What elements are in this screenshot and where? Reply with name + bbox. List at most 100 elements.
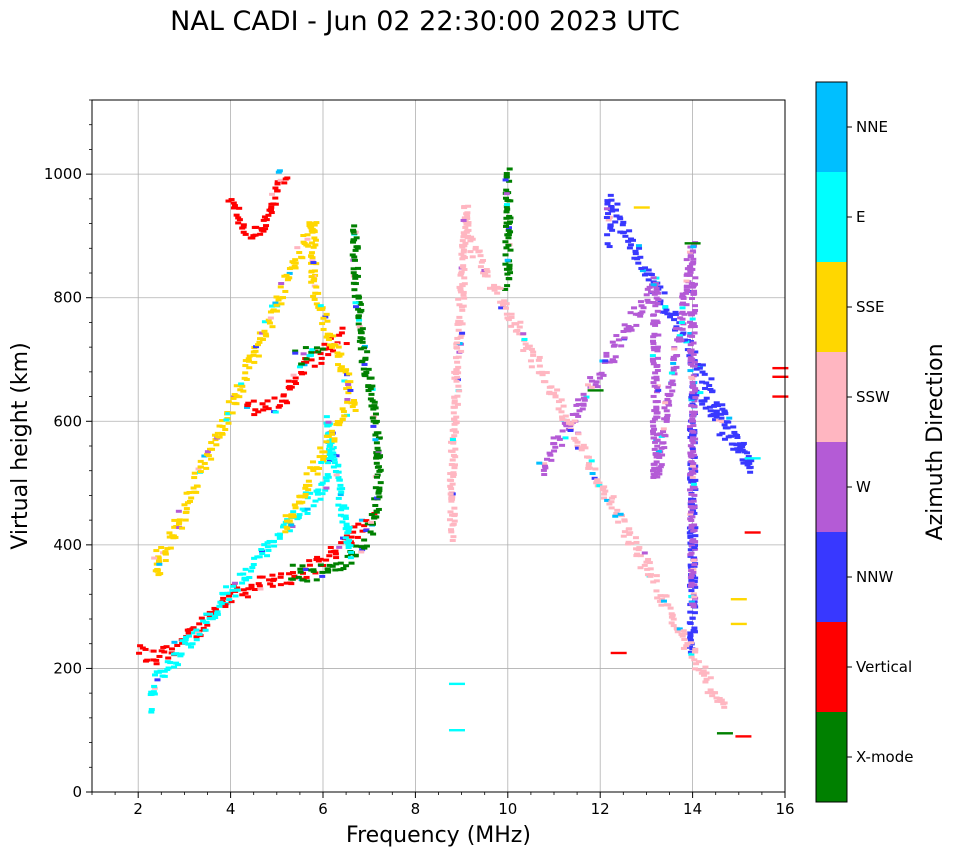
trace-mark-vertical: [271, 396, 278, 400]
trace-mark-vertical: [228, 198, 235, 202]
trace-mark-ssw: [614, 508, 621, 512]
trace-mark-ssw: [501, 299, 508, 303]
trace-mark-e: [151, 692, 158, 696]
trace-mark-ssw: [670, 617, 677, 621]
trace-mark-e: [182, 638, 189, 642]
trace-mark-w: [650, 335, 657, 339]
trace-mark-x-mode: [319, 570, 326, 574]
trace-mark-w: [687, 350, 694, 354]
trace-mark-e: [336, 478, 343, 482]
trace-mark-sse: [275, 298, 282, 302]
trace-mark-ssw: [455, 384, 462, 388]
trace-mark-sse: [352, 408, 359, 412]
trace-mark-nnw: [724, 426, 731, 430]
trace-mark-w: [541, 462, 548, 466]
trace-mark-nnw: [687, 636, 694, 640]
trace-mark-w: [579, 407, 586, 411]
colorbar-swatch-sse: [816, 262, 847, 352]
trace-mark-ssw: [582, 446, 589, 450]
trace-mark-x-mode: [504, 207, 511, 211]
trace-mark-vertical: [291, 380, 298, 384]
trace-mark-sse: [259, 337, 266, 341]
trace-mark-x-mode: [506, 167, 513, 171]
trace-mark-vertical: [326, 554, 333, 558]
trace-mark-sse: [321, 454, 328, 458]
trace-mark-x-mode: [365, 385, 372, 389]
trace-mark-w: [660, 427, 667, 431]
trace-mark-ssw: [601, 496, 608, 500]
trace-mark-e: [226, 598, 233, 602]
trace-mark-ssw: [551, 391, 558, 395]
trace-mark-vertical: [277, 178, 284, 182]
trace-mark-w: [687, 362, 694, 366]
trace-mark-w: [655, 388, 662, 392]
trace-mark-ssw: [459, 322, 466, 326]
trace-mark-ssw: [451, 395, 458, 399]
isolated-mark-vertical: [772, 395, 789, 398]
trace-mark-x-mode: [504, 284, 511, 288]
trace-mark-ssw: [654, 596, 661, 600]
trace-mark-nnw: [746, 458, 753, 462]
trace-mark-w: [650, 283, 657, 287]
trace-mark-ssw: [586, 466, 593, 470]
trace-mark-e: [314, 492, 321, 496]
trace-mark-e: [179, 639, 186, 643]
trace-mark-nnw: [689, 433, 696, 437]
trace-mark-sse: [266, 321, 273, 325]
trace-mark-ssw: [450, 474, 457, 478]
trace-mark-x-mode: [375, 507, 382, 511]
trace-mark-w: [610, 344, 617, 348]
trace-mark-w: [689, 380, 696, 384]
trace-mark-vertical: [318, 356, 325, 360]
trace-mark-nnw: [715, 404, 722, 408]
trace-mark-w: [687, 488, 694, 492]
y-tick-label: 1000: [44, 165, 82, 183]
trace-mark-sse: [239, 384, 246, 388]
trace-mark-sse: [270, 308, 277, 312]
trace-mark-ssw: [530, 353, 537, 357]
trace-mark-ssw: [484, 274, 491, 278]
trace-mark-e: [325, 461, 332, 465]
x-axis: 2 4 6 8 10 12 14 16: [91, 792, 795, 818]
trace-mark-w: [573, 403, 580, 407]
trace-mark-vertical: [363, 519, 370, 523]
trace-mark-ssw: [572, 438, 579, 442]
trace-mark-vertical: [263, 218, 270, 222]
trace-mark-x-mode: [505, 236, 512, 240]
colorbar-frame: [815, 81, 848, 803]
trace-mark-x-mode: [313, 578, 320, 582]
trace-mark-ssw: [617, 512, 624, 516]
y-tick-label: 600: [53, 412, 82, 430]
trace-mark-x-mode: [368, 513, 375, 517]
trace-mark-w: [671, 347, 678, 351]
trace-mark-w: [689, 391, 696, 395]
trace-mark-ssw: [562, 414, 569, 418]
trace-mark-x-mode: [374, 473, 381, 477]
isolated-mark-vertical: [744, 531, 761, 534]
trace-mark-sse: [305, 488, 312, 492]
trace-mark-ssw: [516, 325, 523, 329]
trace-mark-w: [632, 312, 639, 316]
trace-mark-e: [148, 710, 155, 714]
trace-mark-nnw: [617, 217, 624, 221]
trace-mark-w: [654, 356, 661, 360]
trace-mark-w: [551, 449, 558, 453]
trace-mark-w: [691, 325, 698, 329]
trace-mark-sse: [319, 306, 326, 310]
trace-mark-x-mode: [292, 351, 299, 355]
trace-mark-nnw: [691, 611, 698, 615]
trace-mark-x-mode: [504, 198, 511, 202]
trace-mark-ssw: [451, 519, 458, 523]
trace-mark-w: [692, 547, 699, 551]
trace-mark-vertical: [306, 559, 313, 563]
trace-mark-nnw: [671, 318, 678, 322]
trace-mark-vertical: [292, 382, 299, 386]
trace-mark-vertical: [330, 349, 337, 353]
trace-mark-w: [688, 404, 695, 408]
trace-mark-sse: [182, 518, 189, 522]
trace-mark-ssw: [451, 399, 458, 403]
isolated-mark-sse: [730, 622, 747, 626]
trace-mark-sse: [190, 486, 197, 490]
trace-mark-w: [588, 385, 595, 389]
trace-mark-e: [342, 536, 349, 540]
